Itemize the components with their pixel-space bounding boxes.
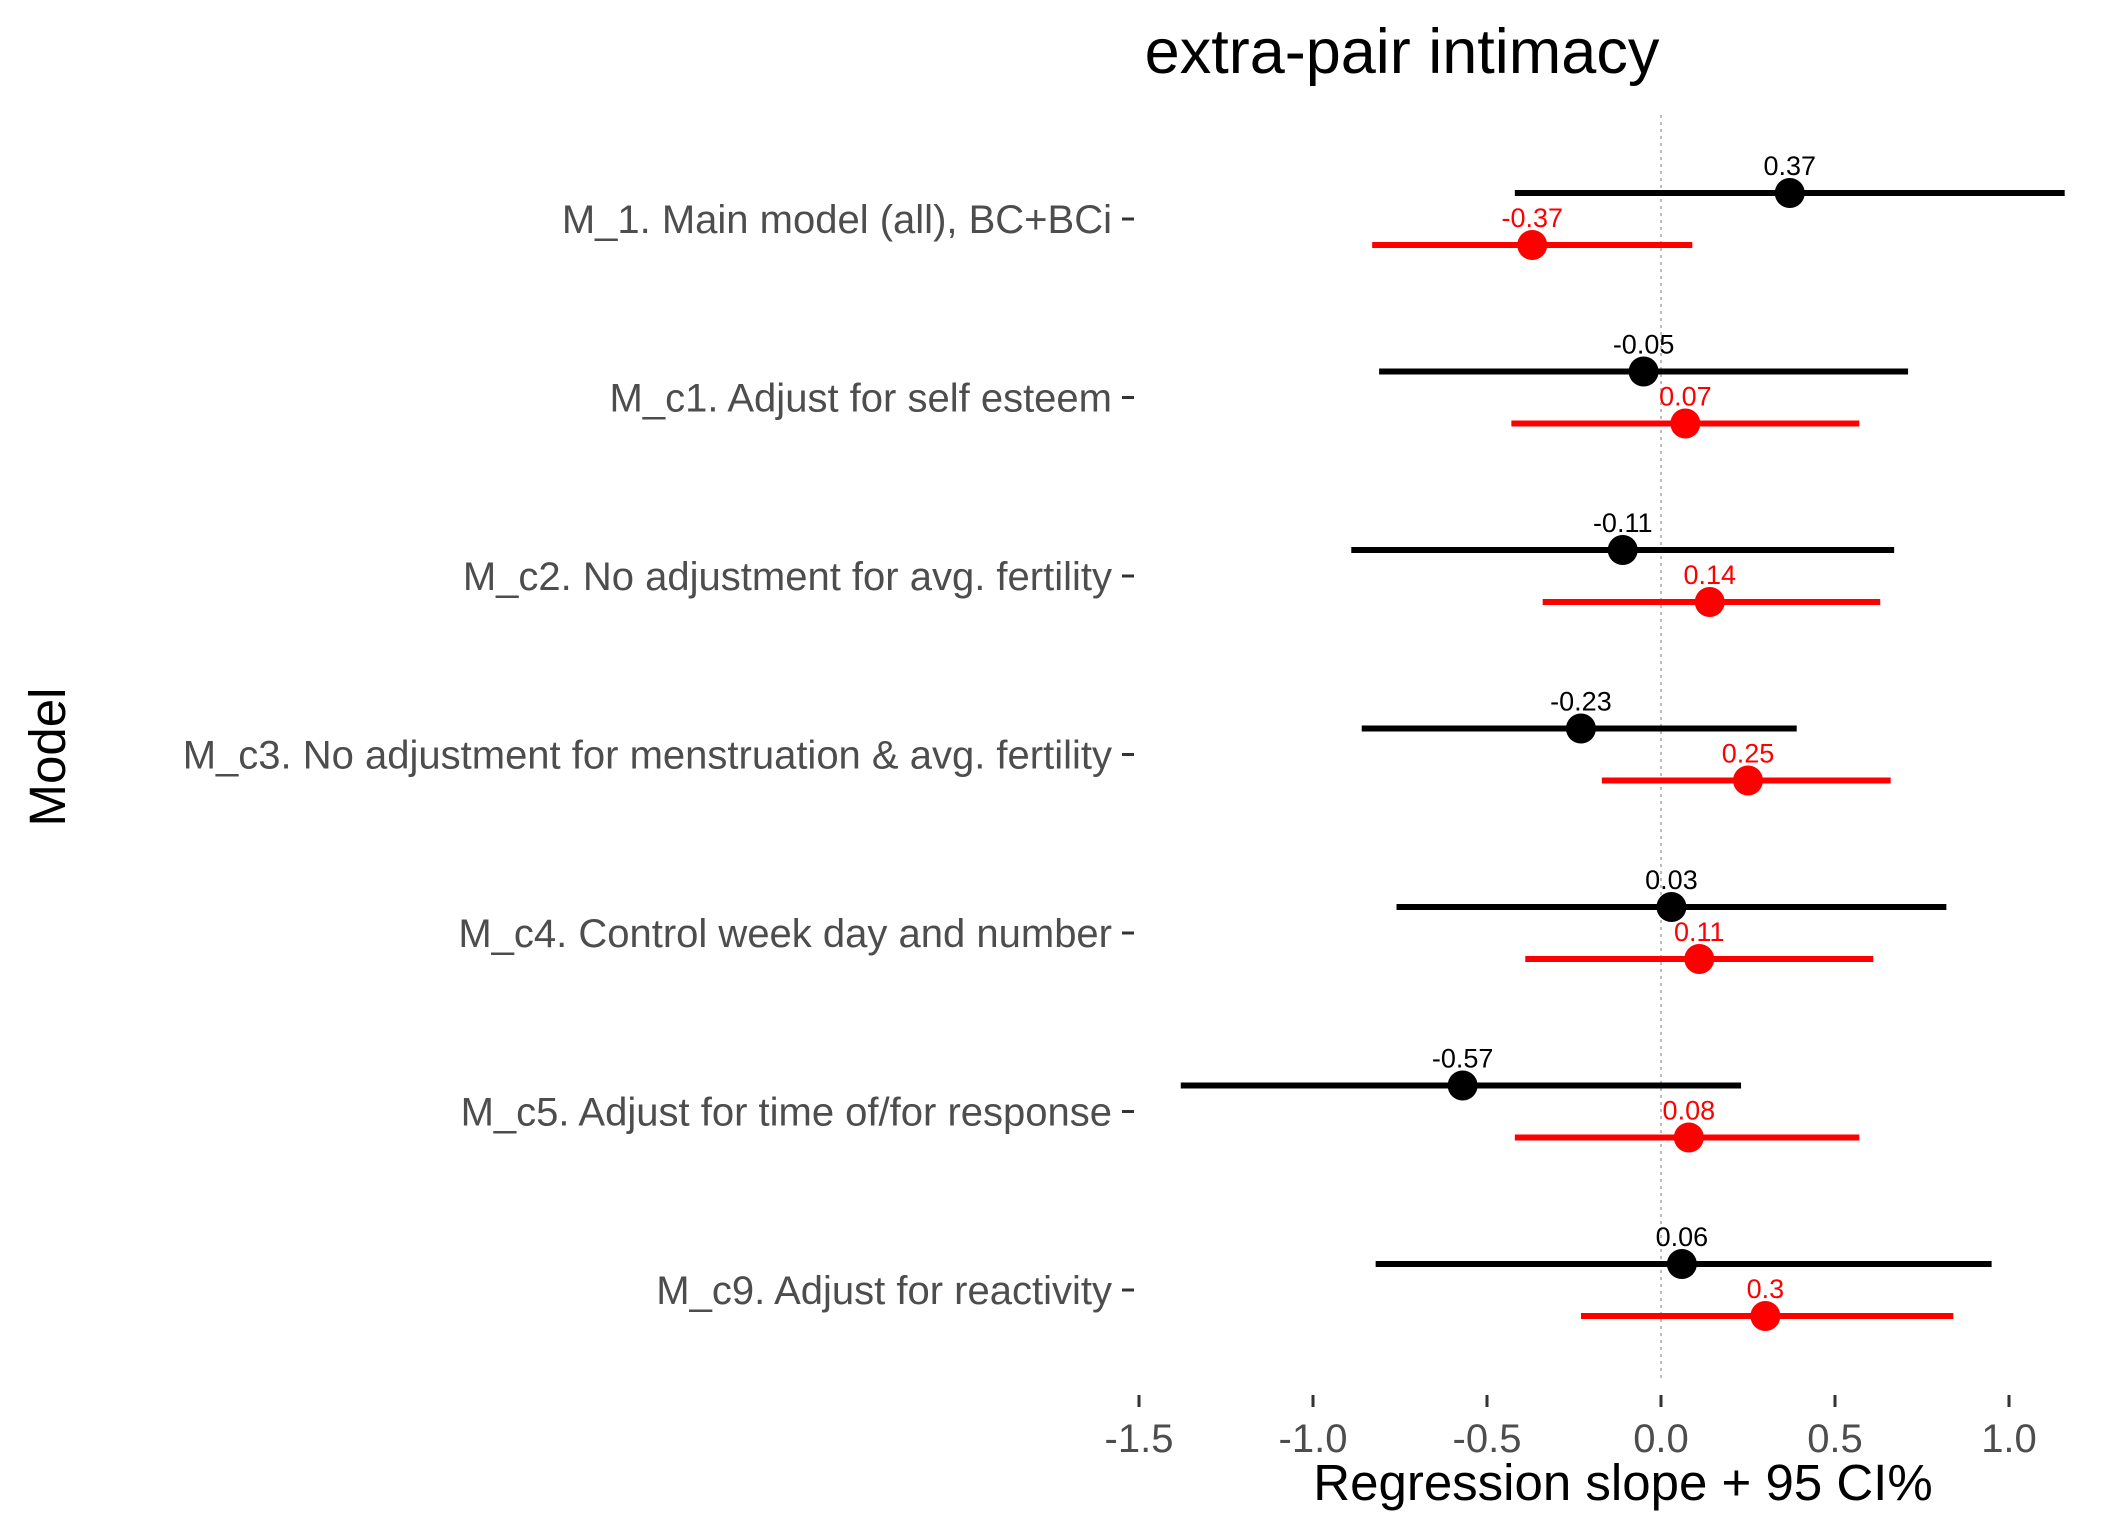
estimate-label: 0.25 bbox=[1722, 739, 1775, 769]
y-tick-label: M_c9. Adjust for reactivity bbox=[656, 1269, 1112, 1313]
y-tick-label: M_c4. Control week day and number bbox=[458, 912, 1112, 956]
estimate-point bbox=[1733, 765, 1763, 796]
estimate-label: 0.37 bbox=[1763, 151, 1816, 181]
estimate-point bbox=[1628, 356, 1659, 387]
estimate-label: -0.23 bbox=[1550, 687, 1612, 717]
estimate-point bbox=[1656, 892, 1687, 922]
y-axis: M_1. Main model (all), BC+BCi M_c1. Adjus… bbox=[183, 198, 1134, 1313]
y-tick-label: M_c2. No adjustment for avg. fertility bbox=[463, 555, 1112, 599]
estimate-label: -0.57 bbox=[1432, 1044, 1494, 1074]
chart-title: extra-pair intimacy bbox=[1145, 17, 1660, 87]
estimate-point bbox=[1670, 408, 1701, 439]
x-tick-label: 0.0 bbox=[1633, 1417, 1689, 1461]
y-tick-label: M_1. Main model (all), BC+BCi bbox=[562, 198, 1112, 242]
plot-marks: 0.37 -0.05 -0.11 -0.23 0.03 -0.57 0.06 -0.37 0.0… bbox=[1180, 151, 2065, 1331]
estimate-point bbox=[1750, 1301, 1781, 1331]
x-tick-label: -1.5 bbox=[1105, 1417, 1174, 1461]
estimate-label: -0.05 bbox=[1613, 330, 1675, 360]
estimate-label: -0.37 bbox=[1501, 203, 1563, 233]
estimate-point bbox=[1774, 178, 1805, 208]
estimate-label: 0.08 bbox=[1663, 1096, 1716, 1126]
estimate-label: -0.11 bbox=[1593, 508, 1653, 538]
y-tick-label: M_c1. Adjust for self esteem bbox=[610, 377, 1112, 421]
estimate-point bbox=[1447, 1070, 1478, 1101]
x-tick-label: 0.5 bbox=[1807, 1417, 1863, 1461]
estimate-point bbox=[1607, 535, 1638, 565]
estimate-point bbox=[1517, 230, 1548, 260]
x-tick-label: -1.0 bbox=[1279, 1417, 1348, 1461]
estimate-label: 0.14 bbox=[1683, 560, 1736, 590]
estimate-point bbox=[1673, 1122, 1704, 1153]
x-tick-label: 1.0 bbox=[1981, 1417, 2037, 1461]
y-tick-label: M_c3. No adjustment for menstruation & a… bbox=[183, 734, 1112, 778]
estimate-label: 0.03 bbox=[1645, 865, 1698, 895]
estimate-point bbox=[1694, 587, 1725, 617]
x-axis: -1.5 -1.0 -0.5 0.0 0.5 1.0 bbox=[1105, 1395, 2037, 1461]
estimate-label: 0.11 bbox=[1674, 917, 1725, 947]
y-tick-label: M_c5. Adjust for time of/for response bbox=[461, 1091, 1112, 1135]
estimate-label: 0.07 bbox=[1659, 382, 1712, 412]
estimate-point bbox=[1565, 713, 1596, 744]
estimate-label: 0.06 bbox=[1656, 1222, 1709, 1252]
x-tick-label: -0.5 bbox=[1453, 1417, 1522, 1461]
y-axis-title: Model bbox=[19, 688, 76, 827]
estimate-point bbox=[1684, 944, 1715, 974]
estimate-label: 0.3 bbox=[1747, 1274, 1785, 1304]
estimate-point bbox=[1666, 1249, 1697, 1279]
x-axis-title: Regression slope + 95 CI% bbox=[1313, 1454, 1932, 1511]
